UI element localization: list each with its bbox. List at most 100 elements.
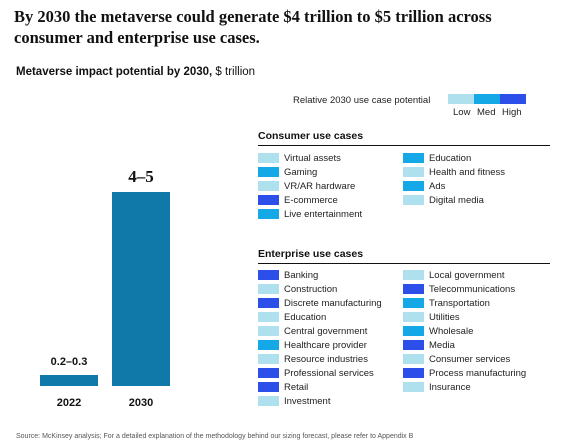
x-tick-label-2030: 2030	[128, 397, 154, 409]
use-case-label: Live entertainment	[284, 208, 363, 220]
use-case-item: Retail	[258, 381, 308, 393]
use-case-label: Gaming	[284, 166, 318, 178]
use-case-label: Discrete manufacturing	[284, 297, 382, 309]
use-case-label: Insurance	[429, 381, 471, 393]
source-note: Source: McKinsey analysis; For a detaile…	[16, 433, 414, 440]
consumer-divider	[258, 145, 550, 146]
enterprise-heading: Enterprise use cases	[258, 248, 364, 260]
use-case-label: Process manufacturing	[429, 367, 527, 379]
potential-swatch-med	[403, 326, 424, 336]
use-case-label: Education	[284, 311, 327, 323]
bar-2030	[112, 191, 170, 386]
legend-med-label: Med	[477, 107, 496, 118]
potential-swatch-low	[258, 354, 279, 364]
use-case-item: Media	[403, 339, 455, 351]
legend-high-label: High	[502, 107, 522, 118]
use-case-item: Gaming	[258, 166, 317, 178]
consumer-heading: Consumer use cases	[258, 130, 364, 142]
use-case-label: VR/AR hardware	[284, 180, 356, 192]
use-case-label: Healthcare provider	[284, 339, 367, 351]
use-case-label: Transportation	[429, 297, 490, 309]
page-title: By 2030 the metaverse could generate $4 …	[14, 7, 492, 47]
chart-title: Metaverse impact potential by 2030, $ tr…	[16, 66, 255, 78]
legend-low-label: Low	[453, 107, 471, 118]
potential-swatch-med	[258, 340, 279, 350]
use-case-item: Health and fitness	[403, 166, 505, 178]
use-case-label: Wholesale	[429, 325, 474, 337]
use-case-item: Ads	[403, 180, 445, 192]
use-case-item: Live entertainment	[258, 208, 362, 220]
use-case-item: Insurance	[403, 381, 471, 393]
use-case-label: Ads	[429, 180, 446, 192]
potential-swatch-low	[403, 270, 424, 280]
use-case-item: Central government	[258, 325, 367, 337]
potential-swatch-high	[258, 298, 279, 308]
potential-swatch-high	[403, 368, 424, 378]
use-case-label: Utilities	[429, 311, 460, 323]
use-case-item: Education	[403, 152, 471, 164]
use-case-label: Education	[429, 152, 472, 164]
potential-swatch-low	[258, 181, 279, 191]
potential-swatch-low	[258, 312, 279, 322]
use-case-item: Transportation	[403, 297, 490, 309]
potential-swatch-low	[403, 195, 424, 205]
potential-swatch-med	[403, 181, 424, 191]
enterprise-divider	[258, 263, 550, 264]
use-case-item: Local government	[403, 269, 505, 281]
use-case-item: Utilities	[403, 311, 460, 323]
potential-swatch-med	[403, 153, 424, 163]
potential-swatch-low	[403, 312, 424, 322]
bar-value-label-2022: 0.2–0.3	[50, 356, 88, 369]
use-case-label: Health and fitness	[429, 166, 506, 178]
use-case-item: Telecommunications	[403, 283, 515, 295]
legend-scale-high	[500, 94, 526, 104]
bar-value-label-2030: 4–5	[128, 166, 154, 186]
x-tick-label-2022: 2022	[56, 397, 82, 409]
use-case-label: Virtual assets	[284, 152, 341, 164]
use-case-item: Education	[258, 311, 326, 323]
use-case-item: E-commerce	[258, 194, 338, 206]
potential-swatch-med	[258, 167, 279, 177]
use-case-label: Media	[429, 339, 455, 351]
use-case-label: Investment	[284, 395, 331, 407]
potential-swatch-high	[258, 195, 279, 205]
bar-2022	[40, 375, 98, 386]
use-case-label: Local government	[429, 269, 505, 281]
use-case-label: Banking	[284, 269, 319, 281]
use-case-label: Retail	[284, 381, 309, 393]
use-case-item: Digital media	[403, 194, 484, 206]
potential-swatch-low	[258, 396, 279, 406]
use-case-label: Central government	[284, 325, 368, 337]
potential-swatch-med	[258, 209, 279, 219]
legend-scale-med	[474, 94, 500, 104]
potential-swatch-high	[258, 368, 279, 378]
use-case-label: Consumer services	[429, 353, 511, 365]
use-case-item: Process manufacturing	[403, 367, 526, 379]
use-case-label: Construction	[284, 283, 338, 295]
use-case-label: Professional services	[284, 367, 374, 379]
use-case-item: Professional services	[258, 367, 374, 379]
use-case-label: Resource industries	[284, 353, 368, 365]
chart-title-unit: $ trillion	[212, 66, 256, 78]
potential-swatch-low	[258, 284, 279, 294]
potential-swatch-high	[403, 340, 424, 350]
legend-scale-low	[448, 94, 474, 104]
potential-legend-label: Relative 2030 use case potential	[293, 95, 431, 106]
use-case-item: Healthcare provider	[258, 339, 367, 351]
use-case-item: VR/AR hardware	[258, 180, 355, 192]
potential-swatch-low	[403, 167, 424, 177]
use-case-item: Wholesale	[403, 325, 473, 337]
potential-swatch-low	[258, 326, 279, 336]
use-case-item: Banking	[258, 269, 318, 281]
use-case-label: Telecommunications	[429, 283, 516, 295]
potential-swatch-low	[403, 382, 424, 392]
potential-swatch-high	[403, 284, 424, 294]
use-case-label: E-commerce	[284, 194, 338, 206]
chart-title-main: Metaverse impact potential by 2030,	[16, 66, 213, 78]
potential-swatch-low	[403, 354, 424, 364]
use-case-item: Virtual assets	[258, 152, 341, 164]
use-case-label: Digital media	[429, 194, 484, 206]
potential-swatch-high	[258, 270, 279, 280]
use-case-item: Discrete manufacturing	[258, 297, 382, 309]
